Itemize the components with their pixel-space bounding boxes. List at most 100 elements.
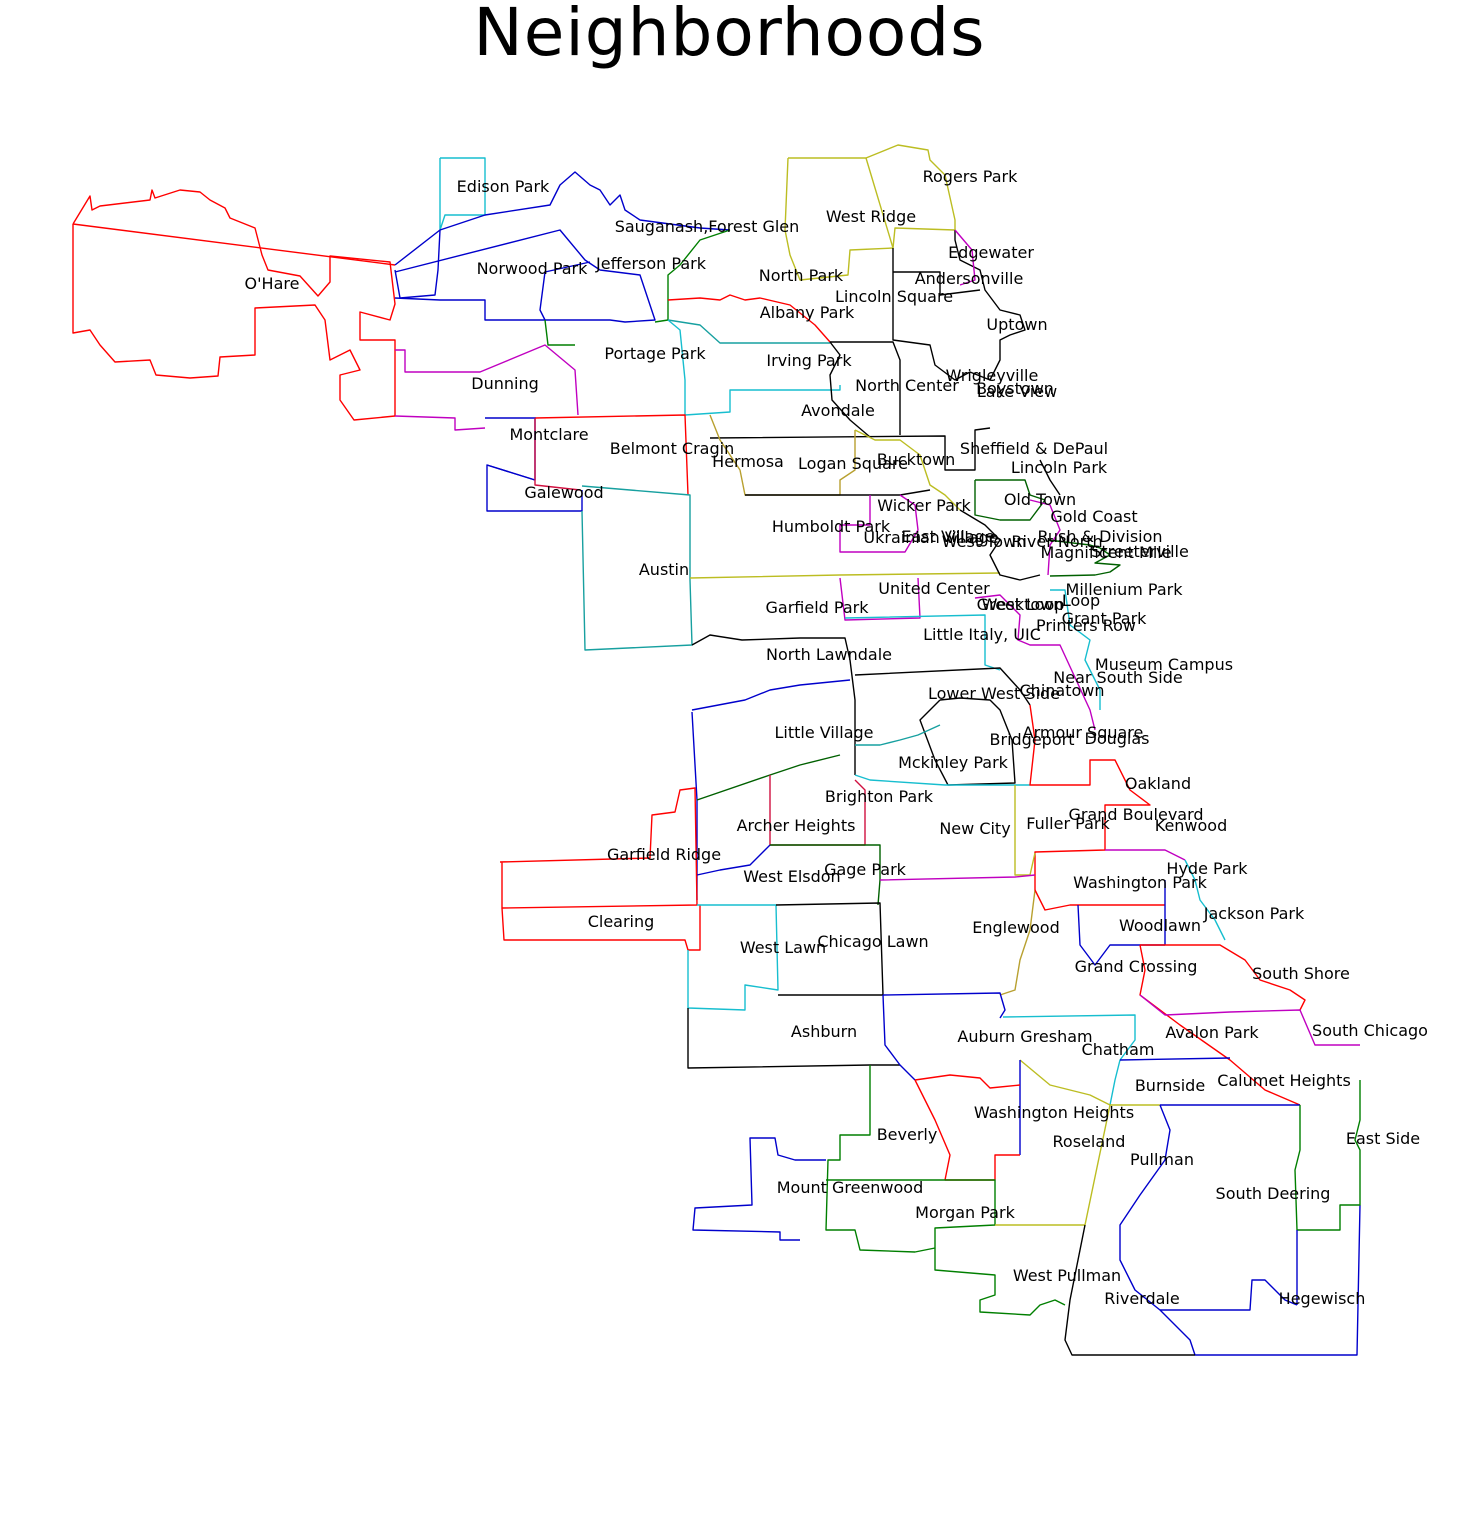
neighborhood-label: Mckinley Park	[898, 753, 1009, 772]
neighborhood-border	[534, 414, 689, 496]
neighborhood-label: Greektown	[977, 595, 1064, 614]
neighborhood-border	[974, 479, 1046, 521]
neighborhood-label: Lincoln Square	[835, 287, 953, 306]
neighborhood-label: Calumet Heights	[1217, 1071, 1351, 1090]
neighborhood-label: Chinatown	[1020, 681, 1105, 700]
neighborhood-border	[1105, 849, 1186, 861]
neighborhood-border	[839, 577, 921, 621]
neighborhood-border	[534, 418, 581, 491]
neighborhood-label: Irving Park	[766, 351, 852, 370]
neighborhood-border	[829, 341, 871, 438]
neighborhood-label: Loop	[1062, 591, 1100, 610]
neighborhood-label: North Center	[855, 376, 959, 395]
neighborhood-label: Burnside	[1135, 1076, 1205, 1095]
neighborhood-border	[882, 992, 1006, 1019]
neighborhood-label: Avondale	[801, 401, 875, 420]
neighborhood-border	[855, 724, 941, 746]
neighborhood-border	[839, 494, 919, 553]
neighborhood-border	[1034, 889, 1165, 911]
neighborhood-label: West Loop	[982, 595, 1065, 614]
neighborhood-label: Grand Crossing	[1075, 957, 1198, 976]
neighborhood-border	[1139, 944, 1301, 1106]
neighborhood-label: Roseland	[1053, 1132, 1126, 1151]
neighborhood-label: Belmont Cragin	[610, 439, 734, 458]
neighborhood-border	[499, 787, 698, 909]
neighborhood-label: Washington Heights	[974, 1103, 1134, 1122]
neighborhood-border	[1119, 1057, 1231, 1061]
neighborhood-label: Boystown	[976, 379, 1054, 398]
neighborhood-label: Brighton Park	[825, 787, 934, 806]
neighborhood-label: Douglas	[1085, 729, 1150, 748]
neighborhood-border	[696, 754, 841, 801]
neighborhood-label: Streeterville	[1091, 542, 1189, 561]
neighborhood-label: Jefferson Park	[595, 254, 707, 273]
map-labels: Rogers Park Edison Park West Ridge Sauganas…	[245, 167, 1428, 1308]
neighborhood-label: South Deering	[1216, 1184, 1331, 1203]
neighborhood-border	[544, 319, 575, 346]
neighborhood-label: Lincoln Park	[1011, 458, 1108, 477]
neighborhood-label: Near South Side	[1053, 668, 1182, 687]
neighborhood-label: Avalon Park	[1165, 1023, 1259, 1042]
neighborhood-label: Oakland	[1125, 774, 1191, 793]
neighborhood-border	[501, 905, 701, 951]
neighborhood-label: North Park	[759, 266, 844, 285]
neighborhood-label: River North	[1011, 532, 1102, 551]
neighborhood-label: Printers Row	[1036, 616, 1136, 635]
neighborhood-label: Norwood Park	[477, 259, 589, 278]
neighborhood-border	[687, 1008, 900, 1069]
neighborhood-border	[667, 294, 831, 343]
neighborhood-border	[1047, 539, 1121, 577]
neighborhood-label: Rush & Division	[1037, 527, 1162, 546]
neighborhood-border	[696, 844, 771, 876]
neighborhood-border	[691, 634, 856, 775]
neighborhood-label: Sheffield & DePaul	[960, 439, 1108, 458]
neighborhood-label: Beverly	[877, 1125, 938, 1144]
neighborhood-label: Museum Campus	[1095, 655, 1233, 674]
neighborhood-label: Woodlawn	[1119, 916, 1201, 935]
neighborhood-label: Chicago Lawn	[817, 932, 928, 951]
neighborhood-border	[826, 1179, 1066, 1316]
neighborhood-label: Wicker Park	[877, 496, 971, 515]
neighborhood-label: Montclare	[509, 425, 588, 444]
neighborhood-border	[770, 844, 881, 906]
neighborhood-label: Sauganash,Forest Glen	[615, 217, 800, 236]
neighborhood-border	[394, 415, 486, 431]
neighborhood-label: Magnificent Mile	[1040, 543, 1171, 562]
neighborhood-label: Pullman	[1130, 1150, 1194, 1169]
neighborhood-border	[1050, 589, 1101, 710]
neighborhood-label: North Lawndale	[766, 645, 892, 664]
neighborhood-label: Little Italy, UIC	[923, 625, 1041, 644]
neighborhood-label: Millenium Park	[1066, 580, 1184, 599]
neighborhood-border	[667, 319, 841, 416]
neighborhood-border	[486, 464, 536, 481]
neighborhood-border	[691, 679, 851, 711]
neighborhood-label: West Ridge	[826, 207, 916, 226]
neighborhood-label: Hermosa	[712, 452, 784, 471]
neighborhood-border	[914, 1074, 1021, 1089]
neighborhood-label: Armour Square	[1023, 723, 1144, 742]
neighborhood-label: Gold Coast	[1050, 507, 1137, 526]
neighborhood-border	[581, 485, 693, 651]
map-borders	[72, 144, 1361, 1356]
neighborhood-label: Ashburn	[791, 1022, 857, 1041]
neighborhood-label: Edison Park	[457, 177, 550, 196]
neighborhood-label: Ukrainian Village	[863, 528, 998, 547]
neighborhood-border	[892, 230, 1026, 381]
neighborhood-label: West Lawn	[740, 938, 826, 957]
neighborhood-label: West Town	[942, 532, 1027, 551]
neighborhood-border	[1195, 1204, 1361, 1356]
neighborhood-label: Morgan Park	[915, 1203, 1015, 1222]
neighborhood-border	[1019, 1059, 1160, 1106]
neighborhood-label: Riverdale	[1104, 1289, 1179, 1308]
neighborhood-label: Clearing	[588, 912, 655, 931]
neighborhood-label: West Pullman	[1013, 1266, 1121, 1285]
neighborhood-border	[775, 902, 884, 996]
neighborhood-label: Edgewater	[948, 243, 1034, 262]
neighborhood-label: Wrigleyville	[946, 366, 1039, 385]
neighborhood-label: Fuller Park	[1026, 814, 1110, 833]
neighborhood-label: Bucktown	[877, 450, 955, 469]
neighborhood-border	[439, 157, 486, 231]
neighborhood-border	[687, 904, 779, 1011]
neighborhood-label: Mount Greenwood	[777, 1178, 924, 1197]
